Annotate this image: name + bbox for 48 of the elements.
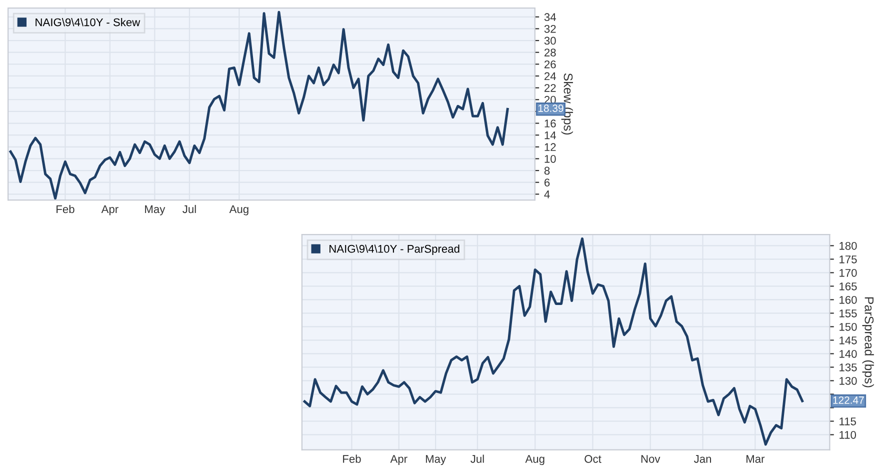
y-tick-label: 22 <box>544 84 556 92</box>
line-series <box>303 237 804 446</box>
y-tick-label: 10 <box>544 154 556 163</box>
y-tick-label: 34 <box>544 13 556 22</box>
x-tick-label: Mar <box>746 455 765 463</box>
x-tick-label: Apr <box>390 455 408 466</box>
x-tick-label: Jan <box>694 455 712 463</box>
y-tick-label: 130 <box>840 376 857 385</box>
x-tick-label: May <box>145 205 166 216</box>
x-tick-label: Feb <box>343 454 361 463</box>
x-tick-label: Feb <box>56 204 74 214</box>
y-tick-label: 115 <box>840 418 856 426</box>
y-tick-label: 8 <box>544 166 550 175</box>
y-tick-label: 160 <box>840 296 857 304</box>
x-tick-label: Oct <box>584 454 602 463</box>
text: 122.47 <box>833 396 864 404</box>
line-series <box>9 10 509 200</box>
x-tick-label: Nov <box>641 455 660 463</box>
y-tick-label: 12 <box>544 143 556 151</box>
text: 18.39 <box>538 104 564 112</box>
y-axis-title: ParSpread (bps) <box>862 297 874 388</box>
x-tick-label: Aug <box>229 205 248 216</box>
y-tick-label: 170 <box>840 268 857 277</box>
y-tick-label: 175 <box>840 256 857 264</box>
y-tick-label: 6 <box>544 178 550 186</box>
y-tick-label: 155 <box>840 310 857 318</box>
y-tick-label: 140 <box>840 350 857 358</box>
x-tick-label: May <box>426 455 446 466</box>
x-tick-label: Apr <box>101 205 118 216</box>
y-tick-label: 180 <box>840 242 857 250</box>
y-tick-label: 165 <box>840 282 857 290</box>
y-tick-label: 145 <box>840 336 857 344</box>
y-tick-label: 150 <box>840 322 857 331</box>
y-tick-label: 26 <box>544 60 556 68</box>
y-tick-label: 30 <box>544 36 556 45</box>
y-tick-label: 4 <box>544 190 550 198</box>
x-tick-label: Jul <box>470 454 484 463</box>
y-tick-label: 24 <box>544 72 556 80</box>
y-tick-label: 14 <box>544 131 556 140</box>
y-tick-label: 28 <box>544 48 556 56</box>
y-tick-label: 16 <box>544 120 556 128</box>
x-tick-label: Aug <box>525 455 544 466</box>
y-tick-label: 110 <box>840 430 856 439</box>
y-tick-label: 32 <box>544 24 556 33</box>
y-tick-label: 135 <box>840 363 857 372</box>
legend-label: NAIG\9\4\10Y - Skew <box>36 18 140 26</box>
x-tick-label: Jul <box>182 204 196 214</box>
legend-label: NAIG\9\4\10Y - ParSpread <box>330 244 460 255</box>
